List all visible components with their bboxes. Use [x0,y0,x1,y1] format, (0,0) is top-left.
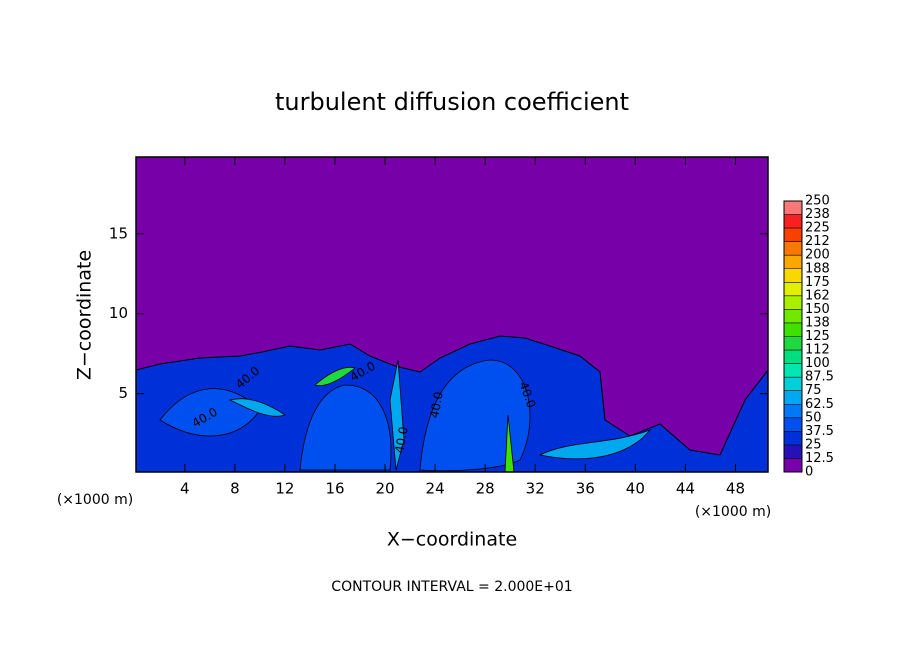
colorbar-label: 75 [805,383,822,398]
x-tick-label: 32 [526,480,545,498]
colorbar-swatch [784,444,802,459]
colorbar-label: 212 [805,234,830,249]
streak [389,359,405,471]
field [135,157,769,473]
colorbar-swatch [784,350,802,364]
x-tick-label: 16 [325,480,344,498]
colorbar-label: 100 [805,356,830,371]
x-tick-label: 28 [476,480,495,498]
x-tick-label: 40 [626,480,645,498]
colorbar-swatch [784,201,802,215]
x-tick-label: 20 [375,480,394,498]
eddy [419,359,531,472]
colorbar-label: 87.5 [805,370,834,385]
colorbar-label: 125 [805,329,830,344]
colorbar-swatch [784,241,802,256]
streak [538,429,652,460]
y-tick-label: 5 [118,384,128,402]
colorbar-label: 37.5 [805,424,834,439]
colorbar-label: 150 [805,302,830,317]
contour-label: 40.0 [427,391,445,420]
colorbar-label: 175 [805,275,830,290]
colorbar-swatch [784,377,802,391]
colorbar-swatch [784,322,802,337]
colorbar-label: 238 [805,207,830,222]
chart-title: turbulent diffusion coefficient [275,88,629,116]
x-tick-label: 24 [426,480,445,498]
streak [228,398,286,417]
x-unit-label: (×1000 m) [695,504,771,520]
colorbar-label: 162 [805,288,830,303]
colorbar-label: 225 [805,221,830,236]
y-tick-label: 15 [109,224,128,242]
y-axis-title: Z−coordinate [74,250,96,380]
x-tick-label: 48 [726,480,745,498]
colorbar-swatch [784,404,802,418]
x-tick-label: 36 [576,480,595,498]
colorbar-swatch [784,458,802,472]
footer-note: CONTOUR INTERVAL = 2.000E+01 [331,579,572,595]
eddy [299,384,392,471]
plot-frame [135,156,769,473]
colorbar-label: 138 [805,315,830,330]
colorbar-label: 50 [805,410,822,425]
y-unit-label: (×1000 m) [57,492,133,508]
colorbar-swatch [784,268,802,283]
x-tick-label: 4 [180,480,190,498]
colorbar-label: 188 [805,261,830,276]
colorbar-swatch [784,363,802,378]
x-tick-label: 44 [676,480,695,498]
colorbar-swatch [784,309,802,323]
colorbar-label: 25 [805,437,822,452]
colorbar-swatch [784,228,802,242]
colorbar-label: 62.5 [805,397,834,412]
colorbar-swatch [784,282,802,296]
colorbar-label: 200 [805,248,830,263]
contour-label: 40.0 [392,426,410,455]
colorbar-swatch [784,295,802,310]
colorbar-swatch [784,336,802,351]
colorbar-swatch [784,214,802,229]
colorbar-label: 0 [805,465,813,480]
colorbar-swatch [784,255,802,269]
colorbar-swatch [784,431,802,445]
y-tick-label: 10 [109,304,128,322]
colorbar-label: 12.5 [805,451,834,466]
colorbar-label: 250 [805,194,830,209]
colorbar-label: 112 [805,343,830,358]
x-axis-title: X−coordinate [387,529,517,551]
colorbar-swatch [784,390,802,405]
colorbar-swatch [784,417,802,432]
x-tick-label: 8 [230,480,240,498]
x-tick-label: 12 [275,480,294,498]
streak [314,366,356,387]
